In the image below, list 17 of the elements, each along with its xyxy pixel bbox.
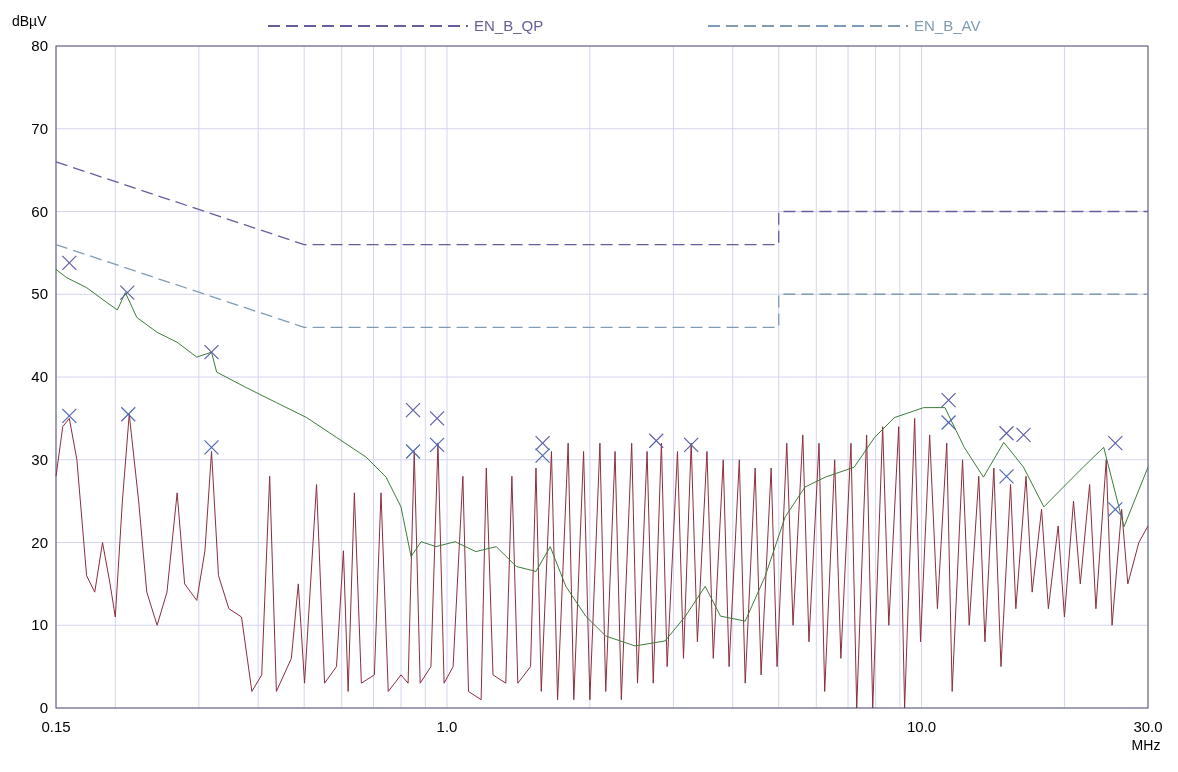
x-tick-label: 0.15 (41, 718, 71, 735)
x-tick-label: 30.0 (1133, 718, 1163, 735)
y-tick-label: 40 (31, 368, 48, 385)
text: EN_B_AV (914, 17, 981, 34)
y-tick-label: 10 (31, 616, 48, 634)
y-tick-label: 0 (39, 699, 48, 716)
y-tick-label: 70 (31, 119, 48, 137)
x-axis-title: MHz (1131, 737, 1161, 753)
x-tick-label: 10.0 (906, 718, 937, 735)
y-tick-label: 30 (31, 450, 48, 468)
y-tick-label: 50 (31, 285, 48, 303)
y-tick-label: 80 (31, 37, 48, 54)
y-axis-title: dBµV (12, 13, 48, 29)
x-tick-label: 1.0 (436, 718, 458, 735)
y-tick-label: 20 (31, 533, 48, 551)
text: EN_B_QP (474, 17, 544, 34)
y-tick-label: 60 (31, 202, 48, 220)
